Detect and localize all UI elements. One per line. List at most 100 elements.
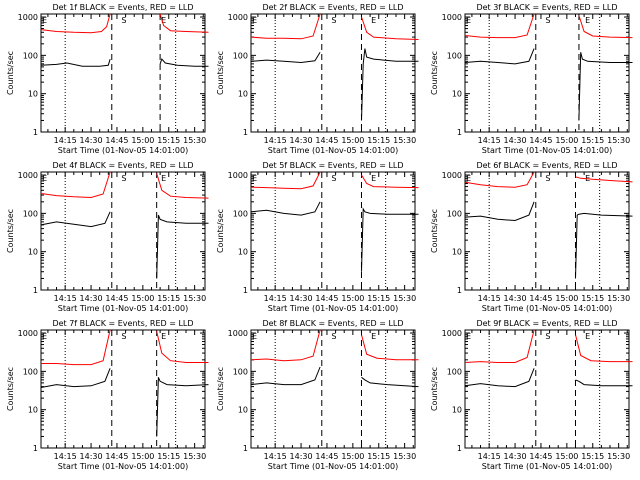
y-tick-label: 10	[28, 248, 38, 257]
y-tick-label: 1000	[18, 13, 38, 22]
x-tick-label: 14:15	[478, 294, 501, 303]
y-tick-label: 1	[243, 128, 248, 137]
panel-title: Det 3f BLACK = Events, RED = LLD	[476, 3, 617, 12]
x-tick-label: 15:30	[393, 294, 416, 303]
x-axis-label: Start Time (01-Nov-05 14:01:00)	[58, 304, 188, 313]
y-tick-label: 100	[447, 209, 462, 218]
events-series-line	[159, 58, 209, 67]
x-tick-label: 14:15	[264, 294, 287, 303]
panel-title: Det 6f BLACK = Events, RED = LLD	[476, 161, 617, 170]
plot-frame	[464, 329, 630, 449]
events-series-line	[575, 212, 633, 279]
y-tick-label: 1	[457, 128, 462, 137]
panel-title: Det 1f BLACK = Events, RED = LLD	[52, 3, 193, 12]
y-tick-label: 1000	[442, 329, 462, 338]
x-tick-label: 14:45	[105, 136, 128, 145]
x-tick-label: 15:30	[393, 452, 416, 461]
x-tick-label: 15:30	[183, 452, 206, 461]
event-marker: E	[466, 332, 471, 341]
x-tick-label: 14:15	[54, 136, 77, 145]
y-tick-label: 100	[233, 209, 248, 218]
lld-series-line	[464, 13, 535, 39]
y-tick-label: 10	[452, 248, 462, 257]
x-tick-label: 15:00	[555, 452, 578, 461]
lld-series-line	[361, 334, 419, 361]
y-axis-label: Counts/sec	[216, 367, 225, 411]
y-tick-label: 10	[238, 248, 248, 257]
lld-series-line	[250, 329, 321, 362]
x-tick-label: 14:15	[54, 452, 77, 461]
y-axis-label: Counts/sec	[430, 209, 439, 253]
events-series-line	[464, 201, 535, 222]
y-tick-label: 10	[452, 90, 462, 99]
x-tick-label: 15:15	[581, 294, 604, 303]
x-axis-label: Start Time (01-Nov-05 14:01:00)	[268, 462, 398, 471]
y-tick-label: 100	[447, 51, 462, 60]
lld-series-line	[156, 331, 209, 363]
panel-title: Det 5f BLACK = Events, RED = LLD	[262, 161, 403, 170]
event-marker: S	[331, 174, 336, 183]
x-tick-label: 15:00	[131, 452, 154, 461]
y-tick-label: 1000	[228, 13, 248, 22]
events-series-line	[40, 58, 111, 67]
y-tick-label: 1	[33, 444, 38, 453]
det-panel: Det 1f BLACK = Events, RED = LLD 14:15 14:…	[6, 3, 209, 155]
event-marker: S	[545, 174, 550, 183]
event-marker: E	[252, 174, 257, 183]
y-tick-label: 1000	[442, 13, 462, 22]
lld-series-line	[250, 171, 321, 190]
x-tick-label: 14:15	[478, 452, 501, 461]
x-axis-label: Start Time (01-Nov-05 14:01:00)	[482, 304, 612, 313]
plot-frame	[40, 171, 206, 291]
y-axis-label: Counts/sec	[6, 367, 15, 411]
x-tick-label: 15:15	[157, 452, 180, 461]
y-tick-label: 1	[33, 128, 38, 137]
y-tick-label: 1	[243, 444, 248, 453]
x-tick-label: 14:30	[80, 294, 103, 303]
x-tick-label: 15:30	[607, 294, 630, 303]
x-tick-label: 15:15	[581, 452, 604, 461]
x-tick-label: 15:15	[581, 136, 604, 145]
x-tick-label: 15:15	[367, 294, 390, 303]
events-series-line	[575, 379, 633, 387]
x-tick-label: 15:15	[367, 136, 390, 145]
events-series-line	[464, 368, 535, 388]
lld-series-line	[575, 334, 633, 363]
event-marker: E	[371, 16, 376, 25]
events-series-line	[250, 366, 321, 386]
x-tick-label: 14:45	[529, 136, 552, 145]
x-tick-label: 14:45	[105, 294, 128, 303]
event-marker: E	[466, 16, 471, 25]
events-series-line	[40, 211, 111, 228]
event-marker: E	[466, 174, 471, 183]
y-axis-label: Counts/sec	[216, 51, 225, 95]
y-tick-label: 1	[243, 286, 248, 295]
x-tick-label: 14:30	[290, 136, 313, 145]
x-axis-label: Start Time (01-Nov-05 14:01:00)	[268, 304, 398, 313]
x-tick-label: 15:30	[607, 136, 630, 145]
x-tick-label: 15:30	[183, 294, 206, 303]
y-tick-label: 10	[238, 406, 248, 415]
x-tick-label: 15:00	[131, 136, 154, 145]
y-tick-label: 1	[457, 444, 462, 453]
y-tick-label: 1000	[18, 171, 38, 180]
y-tick-label: 10	[238, 90, 248, 99]
lld-series-line	[464, 171, 535, 188]
events-series-line	[578, 52, 633, 121]
x-axis-label: Start Time (01-Nov-05 14:01:00)	[58, 146, 188, 155]
plot-frame	[464, 171, 630, 291]
x-axis-label: Start Time (01-Nov-05 14:01:00)	[482, 462, 612, 471]
plot-frame	[250, 13, 416, 133]
x-tick-label: 15:30	[607, 452, 630, 461]
y-tick-label: 100	[23, 209, 38, 218]
lld-series-line	[250, 13, 321, 40]
panel-title: Det 2f BLACK = Events, RED = LLD	[262, 3, 403, 12]
lld-series-line	[41, 329, 111, 366]
x-tick-label: 15:00	[555, 136, 578, 145]
panel-title: Det 7f BLACK = Events, RED = LLD	[52, 319, 193, 328]
